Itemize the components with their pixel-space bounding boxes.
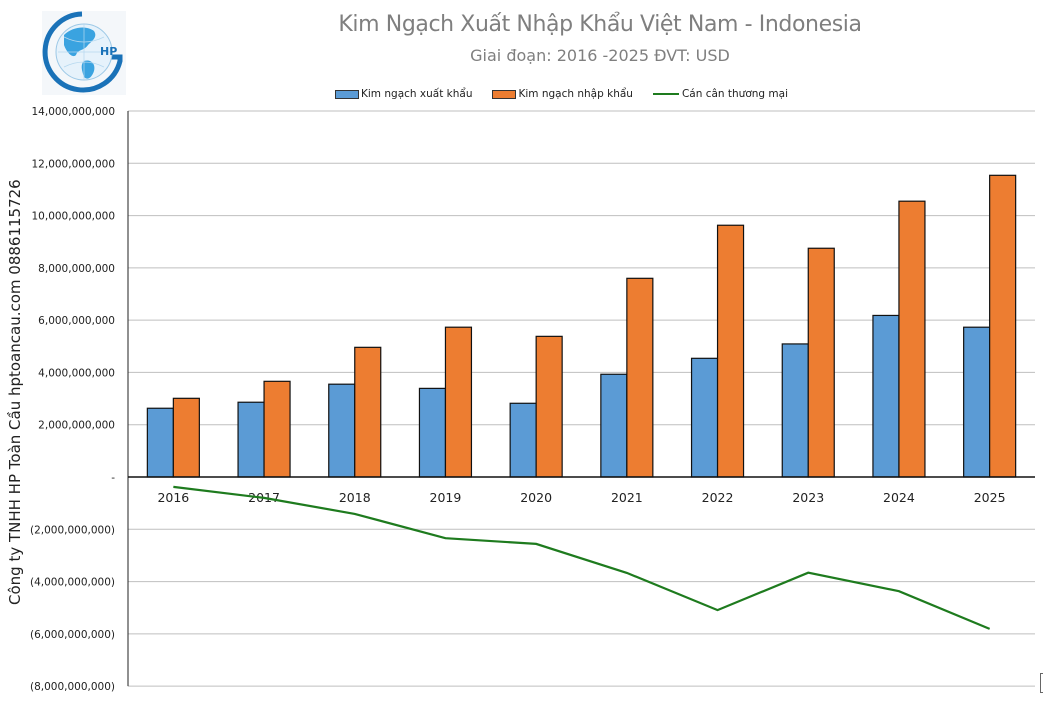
chart-title: Kim Ngạch Xuất Nhập Khẩu Việt Nam - Indo… <box>338 12 862 37</box>
x-tick-label: 2022 <box>702 490 734 505</box>
bar-export-2017 <box>237 401 265 478</box>
bar-export-2025 <box>963 326 991 478</box>
chart-subtitle: Giai đoạn: 2016 -2025 ĐVT: USD <box>470 46 730 65</box>
svg-text:HP: HP <box>100 45 117 58</box>
bar-export-2018 <box>328 383 356 478</box>
bar-import-2017 <box>263 380 291 478</box>
legend-item-export: Kim ngạch xuất khẩu <box>335 88 472 100</box>
bar-import-2019 <box>444 326 473 478</box>
x-tick-label: 2018 <box>339 490 371 505</box>
bar-export-2016 <box>146 407 174 478</box>
legend-swatch-balance <box>652 93 679 95</box>
x-tick-label: 2025 <box>974 490 1006 505</box>
bar-export-2020 <box>509 402 537 478</box>
legend-label-export: Kim ngạch xuất khẩu <box>361 88 473 100</box>
bar-import-2024 <box>898 200 926 478</box>
resize-handle <box>1040 673 1043 693</box>
legend-swatch-export <box>335 89 359 99</box>
y-tick-label: (6,000,000,000) <box>30 629 115 641</box>
y-tick-label: - <box>111 472 115 484</box>
x-tick-label: 2020 <box>520 490 552 505</box>
globe-logo-icon: HP <box>42 11 126 95</box>
bar-export-2019 <box>418 387 447 478</box>
bar-export-2021 <box>600 373 628 478</box>
y-tick-label: 2,000,000,000 <box>38 420 115 432</box>
bar-export-2022 <box>690 357 719 478</box>
x-tick-label: 2023 <box>792 490 824 505</box>
y-tick-label: 4,000,000,000 <box>38 367 115 379</box>
chart-legend: Kim ngạch xuất khẩu Kim ngạch nhập khẩu … <box>335 88 808 100</box>
y-tick-label: 8,000,000,000 <box>38 263 115 275</box>
x-tick-label: 2019 <box>430 490 462 505</box>
y-tick-label: 12,000,000,000 <box>32 158 116 170</box>
y-tick-label: 6,000,000,000 <box>38 315 115 327</box>
legend-label-import: Kim ngạch nhập khẩu <box>518 88 633 100</box>
legend-item-balance: Cán cân thương mại <box>652 88 788 100</box>
x-tick-label: 2021 <box>611 490 643 505</box>
bar-import-2016 <box>172 397 200 478</box>
legend-item-import: Kim ngạch nhập khẩu <box>492 88 633 100</box>
legend-swatch-import <box>492 89 517 99</box>
legend-label-balance: Cán cân thương mại <box>681 88 788 100</box>
balance-line <box>173 485 991 630</box>
y-tick-label: 14,000,000,000 <box>32 106 116 118</box>
y-tick-label: (4,000,000,000) <box>30 577 115 589</box>
y-tick-label: 10,000,000,000 <box>32 211 116 223</box>
y-axis-tick-labels: 14,000,000,000 12,000,000,000 10,000,000,0… <box>30 106 115 693</box>
company-logo: HP <box>42 11 126 95</box>
bar-import-2025 <box>989 174 1017 478</box>
bar-export-2023 <box>781 343 809 478</box>
bar-import-2023 <box>807 247 835 478</box>
bar-export-2024 <box>872 314 900 478</box>
y-tick-label: (2,000,000,000) <box>30 524 115 536</box>
bar-series <box>146 174 1017 478</box>
bar-import-2018 <box>354 346 382 478</box>
balance-line-series <box>173 485 991 630</box>
y-tick-label: (8,000,000,000) <box>30 681 115 693</box>
bar-import-2021 <box>626 277 654 478</box>
bar-import-2020 <box>535 335 563 478</box>
x-tick-label: 2024 <box>883 490 915 505</box>
bar-import-2022 <box>716 224 745 478</box>
x-axis-tick-labels: 2016 2017 2018 2019 2020 2021 2022 2023 2024 2025 <box>157 490 1005 505</box>
x-tick-label: 2016 <box>157 490 189 505</box>
